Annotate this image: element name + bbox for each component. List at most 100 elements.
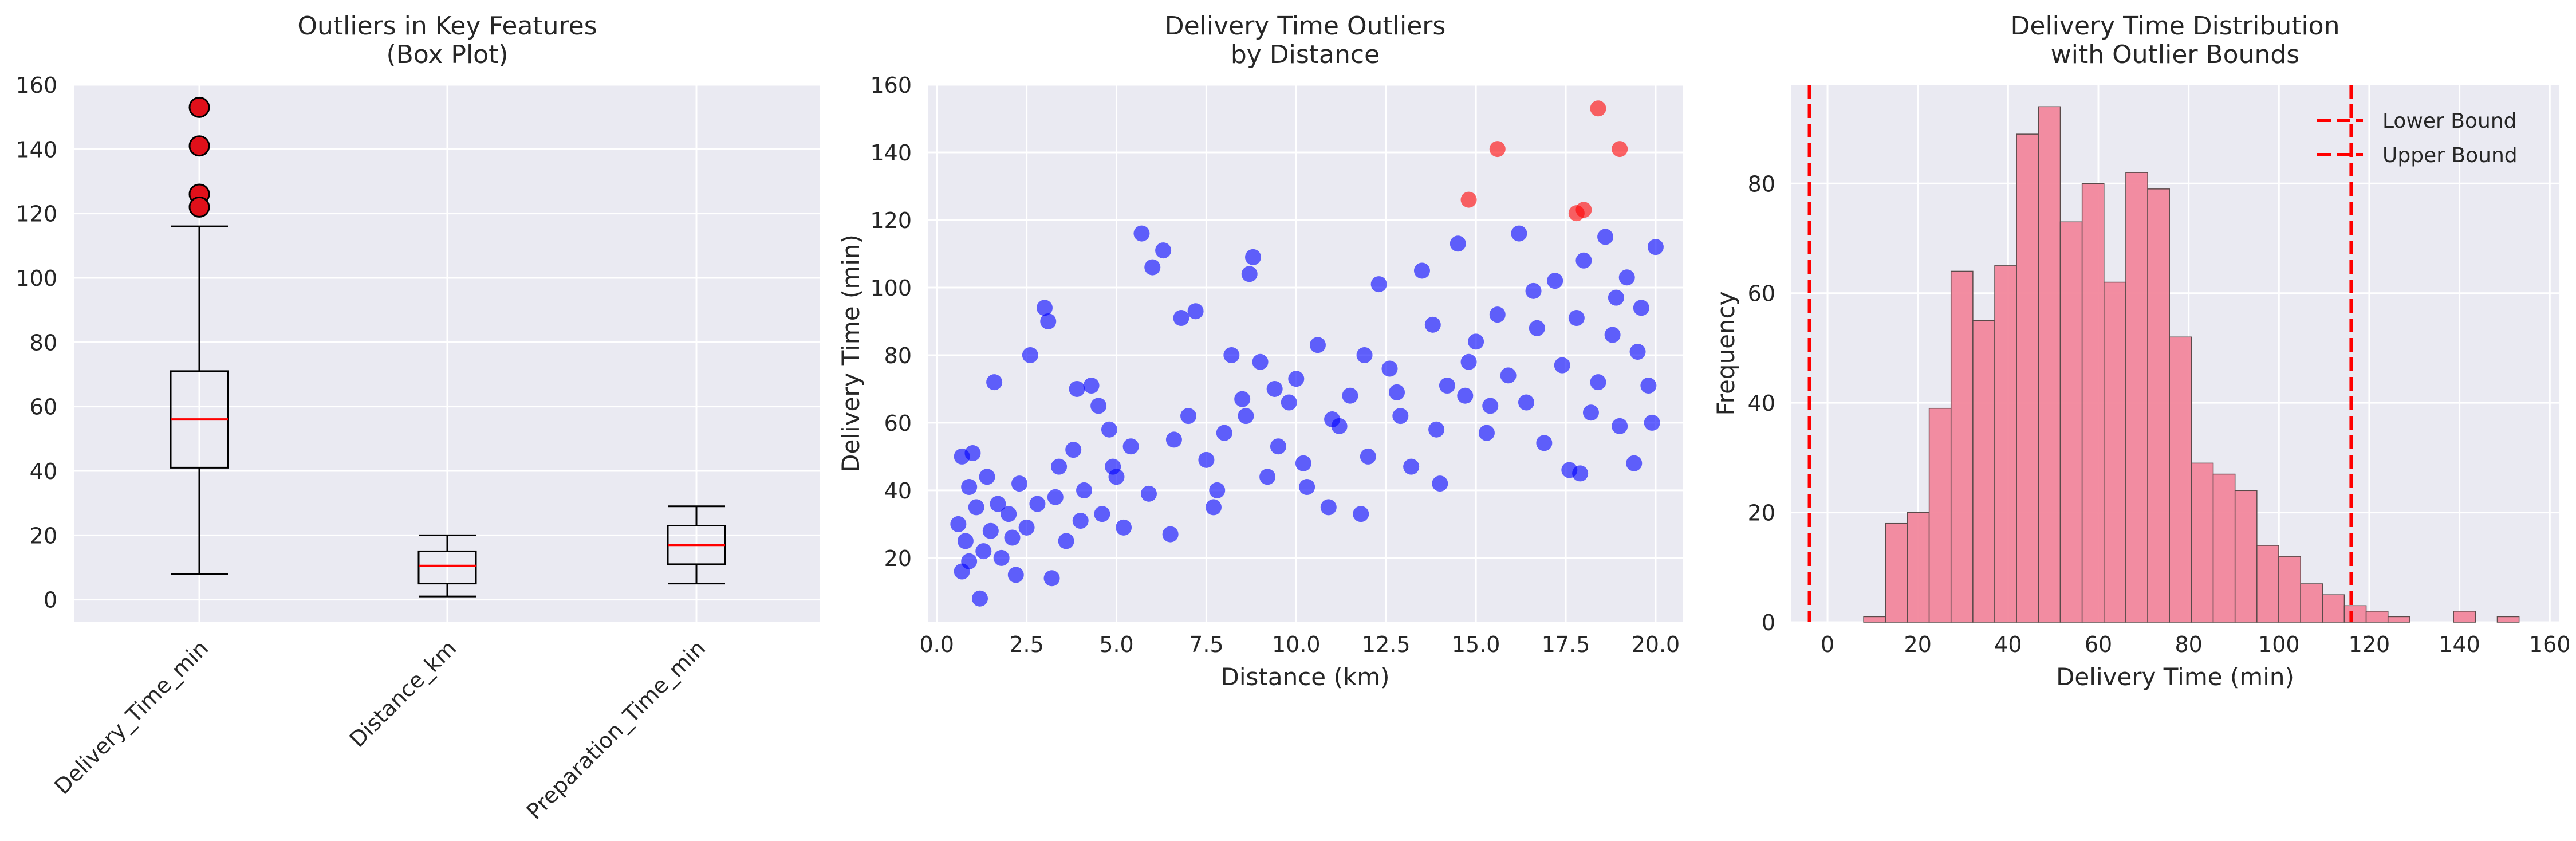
scatter-point: [1155, 242, 1172, 259]
x-tick-label: 120: [2349, 632, 2390, 657]
scatter-point: [1353, 506, 1369, 522]
y-tick-label: 160: [15, 73, 57, 98]
scatter-point: [990, 496, 1006, 512]
scatter-point: [1058, 533, 1074, 549]
histogram-bar: [2256, 545, 2279, 623]
histogram-bar: [2300, 583, 2323, 623]
chart-title: Delivery Time Outliers by Distance: [1165, 11, 1446, 69]
scatter-point: [979, 469, 995, 485]
scatter-point: [1432, 475, 1448, 492]
x-tick-label: 60: [2085, 632, 2112, 657]
scatter-point: [1612, 141, 1628, 158]
scatter-point: [1116, 519, 1132, 536]
scatter-point: [1001, 506, 1017, 522]
scatter-point: [1582, 404, 1599, 421]
scatter-point: [957, 533, 974, 549]
scatter-point: [1244, 249, 1261, 265]
scatter-point: [993, 549, 1010, 566]
scatter-point: [1043, 570, 1060, 587]
histogram-bar: [2038, 106, 2061, 623]
scatter-point: [1094, 506, 1110, 522]
scatter-point: [1525, 282, 1542, 299]
scatter-point: [1241, 266, 1258, 282]
scatter-point: [1356, 347, 1373, 363]
scatter-point: [1468, 333, 1484, 350]
scatter-point: [1083, 378, 1100, 394]
x-tick-label: 12.5: [1362, 632, 1411, 657]
histogram-bar: [1950, 270, 1974, 623]
histogram-bar: [1885, 522, 1908, 623]
scatter-point: [1047, 489, 1064, 505]
scatter-point: [1004, 529, 1021, 546]
legend-label: Upper Bound: [2382, 144, 2518, 167]
scatter-point: [1144, 259, 1161, 276]
scatter-point: [1478, 425, 1495, 441]
y-tick-label: 140: [15, 137, 57, 162]
y-tick-label: 100: [15, 266, 57, 291]
x-tick-label: 20: [1904, 632, 1932, 657]
y-tick-label: 0: [44, 588, 57, 613]
scatter-point: [1076, 482, 1093, 498]
scatter-point: [1389, 384, 1405, 400]
y-axis-label: Delivery Time (min): [837, 234, 865, 473]
chart-title: Delivery Time Distribution with Outlier B…: [2011, 11, 2340, 69]
scatter-point: [1644, 414, 1660, 431]
box: [417, 550, 477, 585]
x-tick-label: 40: [1994, 632, 2022, 657]
y-tick-label: 160: [870, 73, 912, 98]
scatter-point: [1234, 391, 1251, 407]
scatter-point: [1460, 353, 1477, 370]
y-tick-label: 40: [1748, 391, 1775, 416]
y-tick-label: 140: [870, 140, 912, 166]
scatter-point: [1022, 347, 1038, 363]
scatter-point: [1604, 327, 1621, 343]
x-tick-label: 140: [2439, 632, 2480, 657]
scatter-point: [1309, 337, 1326, 353]
scatter-point: [1165, 431, 1182, 448]
histogram-bar: [2453, 611, 2476, 623]
scatter-point: [1209, 482, 1226, 498]
scatter-point: [1597, 229, 1614, 245]
histogram-bar: [2387, 616, 2410, 623]
y-tick-label: 40: [30, 459, 57, 484]
scatter-point: [975, 543, 992, 560]
histogram-bar: [1972, 320, 1995, 623]
histogram-bar: [1994, 265, 2017, 623]
histogram-bar: [1928, 407, 1952, 623]
scatter-point: [1187, 303, 1204, 320]
y-tick-label: 20: [30, 523, 57, 548]
box-plot-chart: 0 20 40 60 80 100 120 140 160 Outliers in Key Fea…: [15, 11, 820, 824]
y-tick-label: 100: [870, 276, 912, 301]
histogram-bar: [2234, 490, 2258, 623]
chart-title-line: Delivery Time Outliers: [1165, 11, 1446, 41]
scatter-point: [986, 374, 1003, 391]
scatter-chart: 20 40 60 80 100 120 140 160 0.0 2.5 5.0 7.5 10.0 12.5…: [837, 11, 1683, 691]
scatter-point: [1612, 418, 1628, 434]
scatter-point: [1205, 499, 1222, 516]
outlier-point: [188, 196, 210, 218]
histogram-bar: [2081, 183, 2105, 623]
scatter-point: [1101, 421, 1117, 438]
y-tick-label: 20: [1748, 501, 1775, 526]
scatter-point: [1489, 141, 1506, 158]
chart-title-line: Outliers in Key Features: [297, 11, 597, 41]
chart-title-line: Delivery Time Distribution: [2011, 11, 2340, 41]
scatter-point: [1051, 458, 1068, 475]
scatter-point: [1007, 567, 1024, 583]
scatter-point: [1575, 252, 1592, 269]
scatter-point: [1618, 269, 1635, 286]
y-tick-label: 60: [30, 395, 57, 420]
scatter-point: [1270, 438, 1286, 455]
scatter-point: [1629, 344, 1646, 360]
chart-title-line: by Distance: [1231, 40, 1380, 69]
scatter-point: [1238, 408, 1254, 425]
x-tick-label: 2.5: [1009, 632, 1043, 657]
scatter-point: [1173, 310, 1189, 327]
x-tick-label: 10.0: [1272, 632, 1321, 657]
scatter-point: [1529, 320, 1545, 336]
scatter-point: [1518, 394, 1534, 411]
histogram-bar: [2322, 594, 2345, 623]
scatter-point: [1018, 519, 1035, 536]
plot-area: [928, 85, 1683, 622]
scatter-point: [1011, 475, 1028, 492]
